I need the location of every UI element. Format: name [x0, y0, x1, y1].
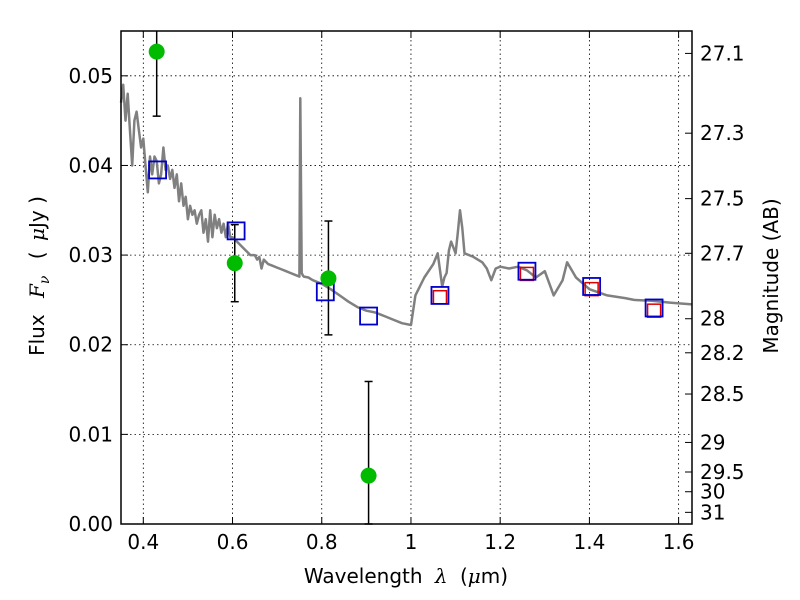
model-box	[226, 221, 246, 241]
x-tick-label: 0.4	[127, 530, 159, 554]
y2-tick-label: 29.5	[700, 460, 745, 484]
y-tick-label: 0.04	[68, 153, 113, 177]
model-band-points	[148, 160, 664, 326]
model-spectrum	[119, 83, 693, 327]
x-tick-label: 1.2	[484, 530, 516, 554]
observed-points	[148, 43, 377, 484]
model-box	[517, 261, 537, 281]
model-box	[582, 277, 602, 296]
model-box-red	[646, 303, 662, 318]
error-bars	[152, 31, 373, 525]
observed-point	[148, 43, 165, 60]
y2-tick-label: 27.1	[700, 41, 745, 65]
y2-tick-label: 29	[700, 430, 725, 454]
x-tick-label: 0.6	[217, 530, 249, 554]
x-tick-label: 1.6	[663, 530, 695, 554]
y2-tick-label: 30	[700, 480, 725, 504]
y2-tick-label: 28	[700, 307, 725, 331]
x-tick-label: 1	[405, 530, 418, 554]
model-box	[359, 306, 378, 326]
observed-point	[360, 467, 377, 484]
y2-tick-label: 28.2	[700, 341, 745, 365]
y2-tick-label: 27.7	[700, 241, 745, 265]
plot-frame	[120, 30, 693, 525]
y2-tick-label: 28.5	[700, 382, 745, 406]
y-tick-label: 0.02	[68, 333, 113, 357]
y-tick-label: 0.00	[68, 512, 113, 536]
model-box	[644, 298, 664, 318]
y-axis-ticks: 0.00 0.01 0.02 0.03 0.04 0.05	[68, 64, 128, 536]
y2-tick-label: 27.3	[700, 121, 745, 145]
y2-tick-label: 31	[700, 500, 725, 524]
model-box-red	[432, 289, 448, 305]
y-axis-label: Flux Fν ( μJy )	[25, 196, 54, 356]
y-tick-label: 0.03	[68, 243, 113, 267]
x-axis-ticks: 0.4 0.6 0.8 1 1.2 1.4 1.6	[127, 31, 695, 554]
observed-point	[226, 255, 243, 272]
grid-lines	[121, 31, 692, 524]
model-box	[148, 160, 167, 180]
y2-tick-label: 27.5	[700, 187, 745, 211]
x-tick-label: 0.8	[306, 530, 338, 554]
y-tick-label: 0.05	[68, 64, 113, 88]
spectrum-line	[119, 83, 693, 327]
y2-axis-label: Magnitude (AB)	[759, 198, 783, 353]
x-axis-label: Wavelength λ (μm)	[304, 564, 508, 588]
model-box	[430, 286, 450, 305]
observed-point	[320, 270, 337, 287]
x-tick-label: 1.4	[573, 530, 605, 554]
y-tick-label: 0.01	[68, 422, 113, 446]
